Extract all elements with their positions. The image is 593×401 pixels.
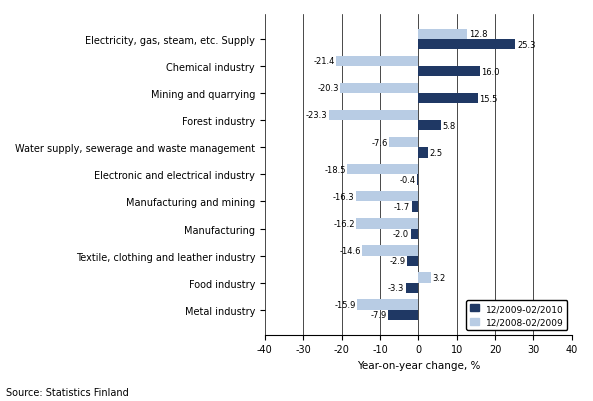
Bar xyxy=(418,148,428,158)
Text: 25.3: 25.3 xyxy=(517,41,535,49)
Text: -1.7: -1.7 xyxy=(394,203,410,212)
Text: -2.0: -2.0 xyxy=(393,230,409,239)
Text: -20.3: -20.3 xyxy=(317,84,339,93)
Bar xyxy=(411,229,418,239)
Bar xyxy=(418,94,478,104)
Text: 2.5: 2.5 xyxy=(429,148,442,158)
Bar xyxy=(418,30,467,40)
Bar xyxy=(336,57,418,67)
Bar xyxy=(417,175,418,185)
Bar xyxy=(418,67,480,77)
Text: 16.0: 16.0 xyxy=(482,67,500,77)
Text: -15.9: -15.9 xyxy=(334,300,356,309)
Bar xyxy=(407,256,418,266)
X-axis label: Year-on-year change, %: Year-on-year change, % xyxy=(356,360,480,370)
Text: -2.9: -2.9 xyxy=(390,257,406,265)
Text: -3.3: -3.3 xyxy=(388,284,404,293)
Bar xyxy=(406,283,418,293)
Bar xyxy=(418,273,431,283)
Text: -21.4: -21.4 xyxy=(313,57,334,66)
Text: -16.3: -16.3 xyxy=(333,192,354,201)
Text: -7.9: -7.9 xyxy=(370,311,387,320)
Bar xyxy=(356,192,418,202)
Bar xyxy=(389,138,418,148)
Text: 5.8: 5.8 xyxy=(442,122,455,130)
Bar xyxy=(329,111,418,121)
Bar xyxy=(356,219,418,229)
Bar xyxy=(418,40,515,50)
Bar xyxy=(362,246,418,256)
Text: -23.3: -23.3 xyxy=(306,111,327,120)
Text: -0.4: -0.4 xyxy=(399,176,415,184)
Text: -14.6: -14.6 xyxy=(339,246,361,255)
Text: -16.2: -16.2 xyxy=(333,219,355,228)
Bar xyxy=(412,202,418,212)
Bar xyxy=(340,83,418,94)
Legend: 12/2009-02/2010, 12/2008-02/2009: 12/2009-02/2010, 12/2008-02/2009 xyxy=(466,301,568,330)
Bar xyxy=(418,121,441,131)
Text: -18.5: -18.5 xyxy=(324,165,346,174)
Bar xyxy=(358,300,418,310)
Text: -7.6: -7.6 xyxy=(371,138,388,147)
Text: 15.5: 15.5 xyxy=(479,95,498,103)
Bar xyxy=(347,165,418,175)
Text: Source: Statistics Finland: Source: Statistics Finland xyxy=(6,387,129,397)
Bar xyxy=(388,310,418,320)
Text: 12.8: 12.8 xyxy=(469,30,487,39)
Text: 3.2: 3.2 xyxy=(432,273,445,282)
